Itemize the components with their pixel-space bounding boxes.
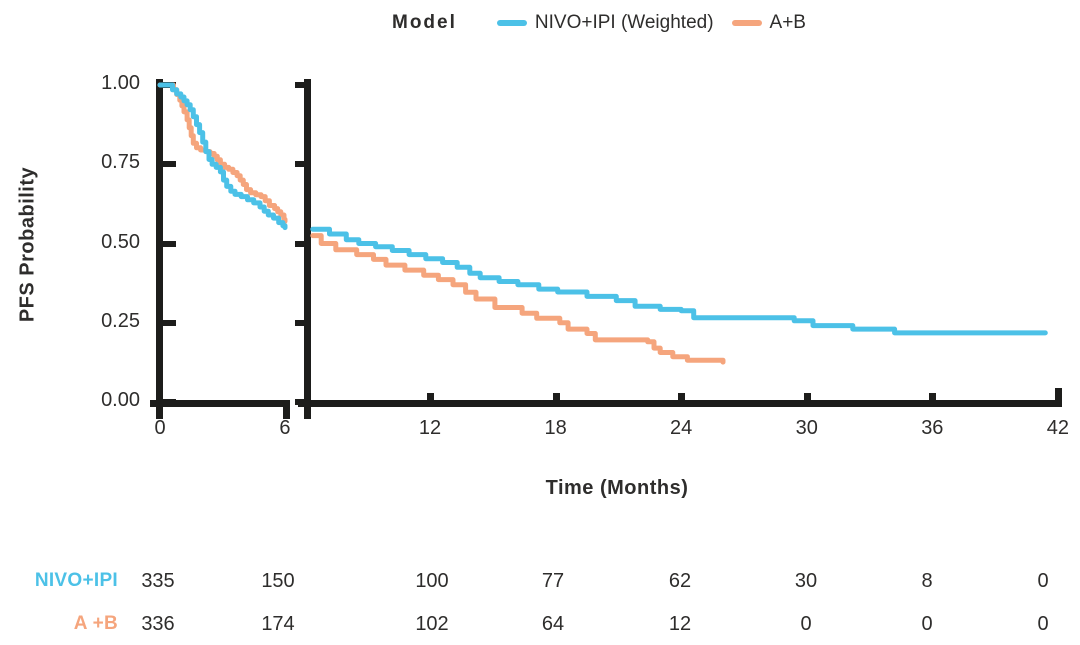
risk-count: 0 xyxy=(921,613,933,635)
risk-count: 77 xyxy=(541,570,565,592)
risk-count: 30 xyxy=(794,570,818,592)
panel1-y-spine xyxy=(156,79,163,419)
panel1-x-axis xyxy=(150,400,290,407)
x-tick-mark xyxy=(678,393,686,400)
a-b-curve-panel1 xyxy=(157,82,288,224)
y-tick-mark xyxy=(295,161,305,168)
x-tick-label: 12 xyxy=(418,417,442,439)
risk-count: 8 xyxy=(921,570,933,592)
y-tick-mark xyxy=(295,319,305,326)
y-tick-label: 0.25 xyxy=(101,309,140,332)
y-tick-mark xyxy=(163,399,176,405)
nivo-ipi-weighted-curve-panel1 xyxy=(157,82,288,231)
risk-count: 336 xyxy=(141,613,175,635)
x-tick-label: 0 xyxy=(154,417,166,439)
y-tick-mark xyxy=(163,240,176,247)
a-b-line-swatch-icon xyxy=(731,20,762,26)
y-tick-label: 0.00 xyxy=(101,389,140,411)
risk-count: 0 xyxy=(1037,613,1049,635)
risk-count: 174 xyxy=(261,613,295,635)
panel2-x-axis xyxy=(298,400,1062,407)
legend-title: Model xyxy=(392,12,457,33)
panel2-axis-end-tick xyxy=(1055,388,1062,407)
x-tick-label: 24 xyxy=(670,417,693,439)
risk-count: 335 xyxy=(141,570,175,592)
x-tick-label: 6 xyxy=(279,417,291,439)
risk-row-label-a-b: A +B xyxy=(73,613,118,634)
risk-row-label-nivo-ipi: NIVO+IPI xyxy=(34,570,118,591)
legend-item-nivo-ipi-weighted: NIVO+IPI (Weighted) xyxy=(496,12,714,34)
x-tick-mark xyxy=(552,393,560,400)
y-tick-mark xyxy=(295,399,305,405)
legend: Model NIVO+IPI (Weighted) A+B xyxy=(392,11,824,35)
y-tick-label: 1.00 xyxy=(101,72,140,94)
risk-count: 62 xyxy=(668,570,692,592)
risk-count: 102 xyxy=(415,613,449,635)
risk-count: 12 xyxy=(668,613,692,635)
x-tick-label: 30 xyxy=(795,417,818,439)
y-tick-mark xyxy=(163,161,176,168)
y-tick-mark xyxy=(295,82,305,88)
risk-count: 64 xyxy=(541,613,565,635)
risk-count: 100 xyxy=(415,570,449,592)
x-tick-label: 36 xyxy=(921,417,944,439)
x-tick-mark xyxy=(803,393,811,400)
x-tick-label: 18 xyxy=(544,417,567,439)
a-b-curve-panel2 xyxy=(310,233,726,365)
panel1-axis-end-tick xyxy=(283,400,290,419)
panel2-y-spine xyxy=(304,79,311,419)
y-axis-title: PFS Probability xyxy=(16,166,39,323)
x-tick-mark xyxy=(427,393,434,400)
y-tick-mark xyxy=(295,240,305,247)
x-axis-title: Time (Months) xyxy=(545,477,689,499)
y-tick-mark xyxy=(163,82,176,88)
risk-count: 0 xyxy=(800,613,812,635)
nivo-ipi-line-swatch-icon xyxy=(496,20,527,26)
legend-label: NIVO+IPI (Weighted) xyxy=(534,12,714,33)
y-tick-label: 0.50 xyxy=(101,230,140,253)
y-tick-label: 0.75 xyxy=(101,151,140,174)
x-tick-mark xyxy=(929,393,937,400)
risk-count: 0 xyxy=(1037,570,1049,592)
nivo-ipi-weighted-curve-panel2 xyxy=(310,226,1048,336)
legend-label: A+B xyxy=(769,12,806,33)
y-tick-mark xyxy=(163,319,176,326)
risk-count: 150 xyxy=(261,570,295,592)
legend-item-a-b: A+B xyxy=(731,12,806,34)
x-tick-label: 42 xyxy=(1046,417,1070,439)
